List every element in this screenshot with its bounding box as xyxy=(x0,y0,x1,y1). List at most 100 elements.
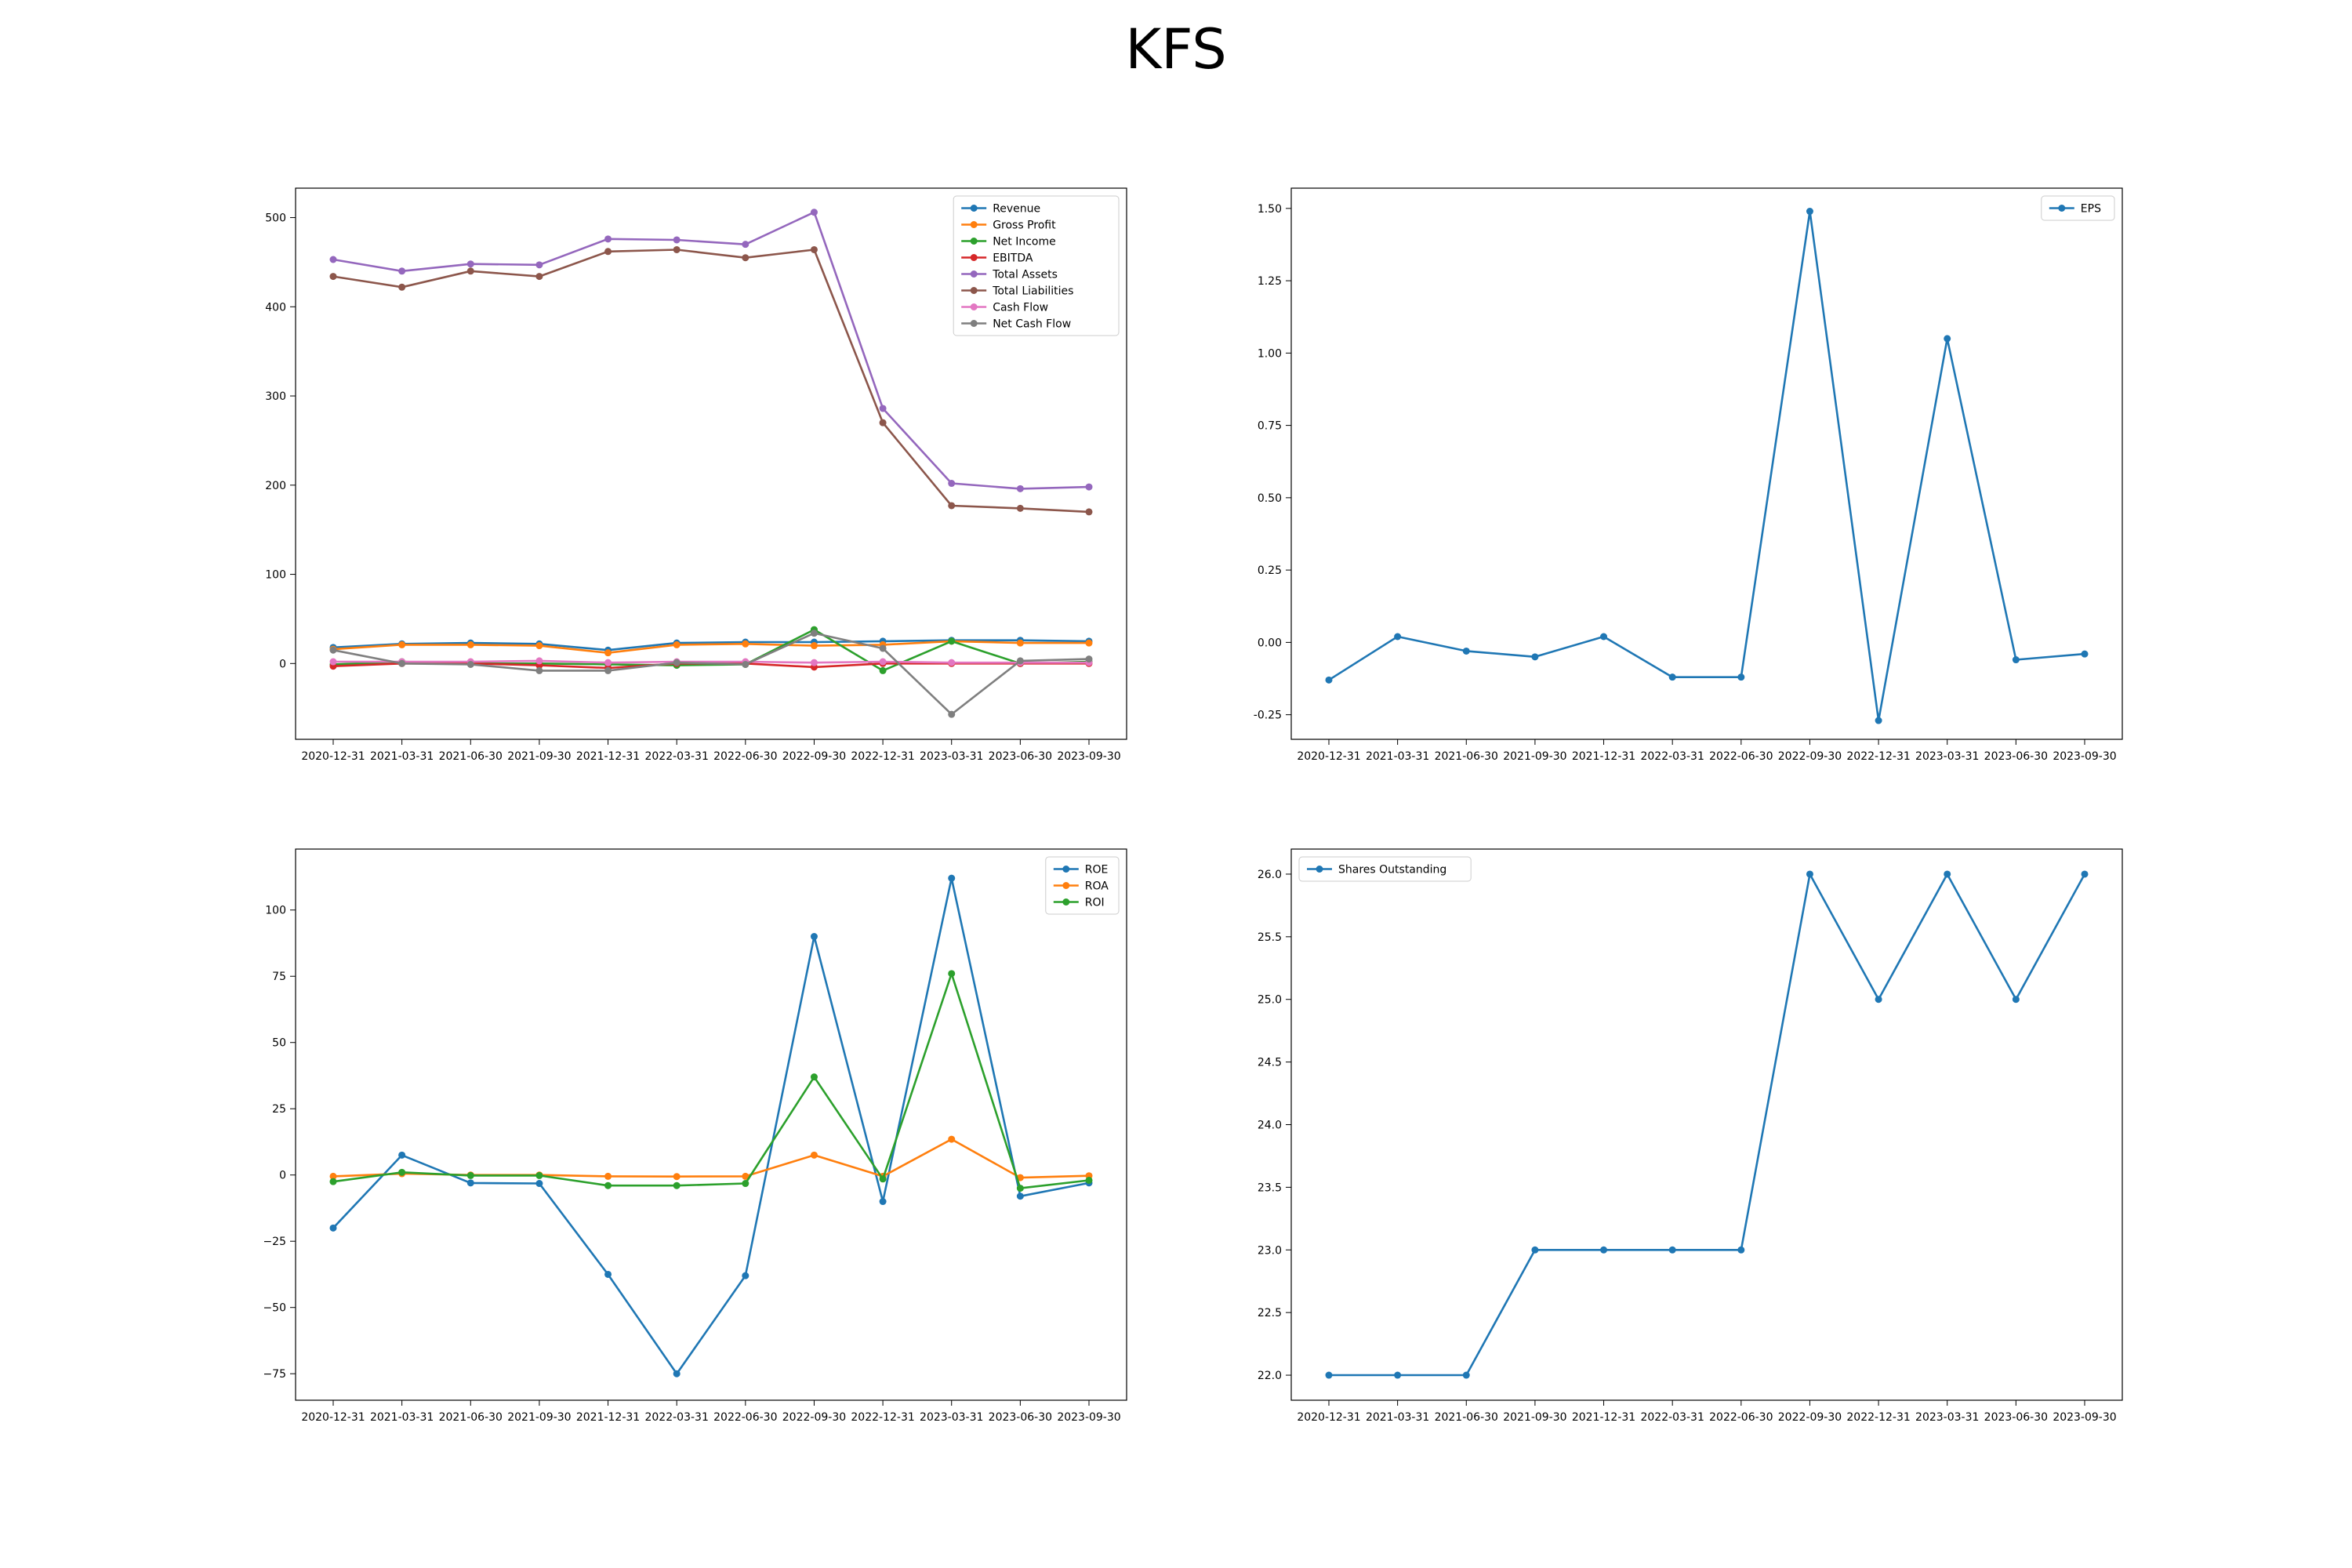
data-point xyxy=(466,1171,474,1179)
y-tick-label: 24.5 xyxy=(1258,1057,1282,1069)
x-tick-label: 2021-03-31 xyxy=(1366,1411,1429,1424)
y-tick-label: 23.0 xyxy=(1258,1244,1282,1257)
data-point xyxy=(329,256,337,263)
y-tick-label: 24.0 xyxy=(1258,1120,1282,1132)
y-tick-label: 25.5 xyxy=(1258,931,1282,944)
data-point xyxy=(329,1172,337,1180)
y-tick-label: 0 xyxy=(279,658,286,670)
y-tick-label: 22.0 xyxy=(1258,1370,1282,1382)
y-tick-label: 1.00 xyxy=(1258,347,1282,360)
data-point xyxy=(742,640,750,648)
x-tick-label: 2021-06-30 xyxy=(439,1411,503,1424)
data-point xyxy=(1016,639,1024,647)
data-point xyxy=(466,260,474,268)
legend-label: Cash Flow xyxy=(993,302,1048,314)
x-tick-label: 2023-03-31 xyxy=(920,750,983,763)
x-tick-label: 2022-06-30 xyxy=(713,1411,777,1424)
data-point xyxy=(1875,717,1882,724)
legend-box xyxy=(2041,195,2115,221)
data-point xyxy=(1085,483,1093,491)
data-point xyxy=(398,641,406,648)
data-point xyxy=(1085,1176,1093,1184)
series-line xyxy=(332,211,1090,490)
data-point xyxy=(466,267,474,275)
data-point xyxy=(673,659,681,666)
x-tick-label: 2022-03-31 xyxy=(1640,750,1704,763)
data-point xyxy=(742,660,750,668)
data-point xyxy=(810,245,818,253)
data-point xyxy=(1875,996,1882,1004)
x-tick-label: 2021-06-30 xyxy=(439,750,503,763)
data-point xyxy=(879,658,887,666)
series-line xyxy=(332,640,1089,655)
legend: ROE ROA ROI xyxy=(1045,856,1120,915)
y-tick-label: 200 xyxy=(265,480,286,492)
x-tick-label: 2020-12-31 xyxy=(301,1411,365,1424)
y-tick-label: 0 xyxy=(279,1170,286,1182)
x-tick-label: 2023-06-30 xyxy=(1984,750,2048,763)
data-point xyxy=(1016,1192,1024,1200)
data-point xyxy=(604,235,612,243)
data-point xyxy=(398,659,406,667)
legend-box xyxy=(1298,856,1472,882)
data-point xyxy=(535,1180,543,1188)
data-point xyxy=(535,642,543,650)
data-point xyxy=(879,666,887,674)
series-line xyxy=(332,632,1090,716)
legend: Shares Outstanding xyxy=(1298,856,1472,882)
data-point xyxy=(329,1224,337,1232)
y-tick-label: 300 xyxy=(265,390,286,403)
legend-label: Net Cash Flow xyxy=(993,318,1071,331)
data-point xyxy=(742,241,750,249)
data-point xyxy=(948,1135,956,1143)
financials-chart: 2020-12-31 2021-03-31 2021-06-30 2021-09-30… xyxy=(265,187,1127,763)
series-total-assets xyxy=(329,209,1093,492)
y-tick-label: −50 xyxy=(263,1302,286,1315)
data-point xyxy=(329,646,337,654)
data-point xyxy=(810,1151,818,1159)
legend-marker xyxy=(2058,205,2066,212)
data-point xyxy=(398,1151,406,1159)
y-tick-label: 1.50 xyxy=(1258,203,1282,216)
series-line xyxy=(332,877,1090,1375)
data-point xyxy=(2012,996,2020,1004)
x-tick-label: 2023-06-30 xyxy=(989,1411,1052,1424)
x-tick-label: 2021-12-31 xyxy=(1572,750,1635,763)
data-point xyxy=(329,273,337,281)
x-tick-label: 2021-09-30 xyxy=(507,750,571,763)
x-tick-label: 2021-09-30 xyxy=(1503,1411,1566,1424)
x-tick-label: 2022-03-31 xyxy=(644,750,708,763)
legend: EPS xyxy=(2041,195,2115,221)
data-point xyxy=(398,267,406,275)
data-point xyxy=(1462,1371,1470,1379)
data-point xyxy=(810,1073,818,1081)
data-point xyxy=(879,1198,887,1206)
x-tick-label: 2021-06-30 xyxy=(1435,1411,1498,1424)
data-point xyxy=(673,1181,681,1189)
axes-frame xyxy=(295,187,1127,740)
y-tick-label: 25.0 xyxy=(1258,994,1282,1007)
returns-chart: 2020-12-31 2021-03-31 2021-06-30 2021-09-30… xyxy=(263,848,1127,1424)
y-tick-label: 400 xyxy=(265,301,286,314)
data-point xyxy=(1325,1371,1333,1379)
data-point xyxy=(398,1168,406,1176)
x-tick-label: 2023-09-30 xyxy=(2053,1411,2116,1424)
data-point xyxy=(329,1178,337,1185)
y-tick-label: 50 xyxy=(272,1037,286,1050)
x-tick-label: 2021-12-31 xyxy=(1572,1411,1635,1424)
x-tick-label: 2021-12-31 xyxy=(576,1411,640,1424)
data-point xyxy=(466,1179,474,1187)
series-line xyxy=(1328,210,2085,722)
data-point xyxy=(673,1370,681,1377)
data-point xyxy=(673,236,681,244)
x-tick-label: 2021-12-31 xyxy=(576,750,640,763)
axes-frame xyxy=(295,848,1127,1401)
legend-marker xyxy=(1062,882,1070,889)
data-point xyxy=(742,254,750,262)
legend-marker xyxy=(1062,866,1070,873)
legend-label: EPS xyxy=(2081,203,2101,216)
data-point xyxy=(535,273,543,281)
data-point xyxy=(1462,647,1470,655)
data-point xyxy=(535,666,543,674)
data-point xyxy=(1531,653,1539,661)
